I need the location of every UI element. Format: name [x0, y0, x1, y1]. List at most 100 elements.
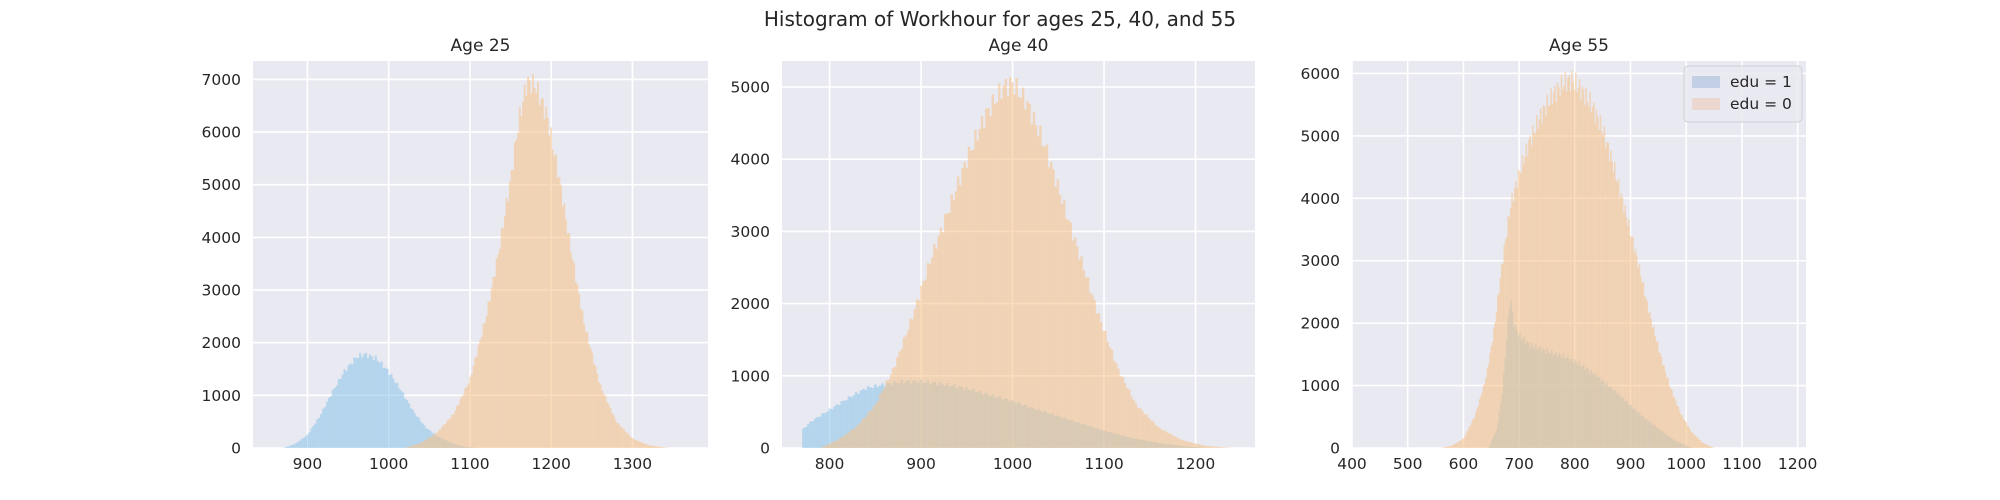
histogram-bar-edu1 [318, 417, 321, 448]
histogram-bar-edu0 [1212, 446, 1216, 448]
histogram-bar-edu0 [1708, 445, 1711, 448]
histogram-bar-edu0 [1511, 193, 1513, 448]
histogram-bar-edu0 [1581, 86, 1584, 448]
histogram-bar-edu1 [835, 404, 839, 448]
histogram-bar-edu0 [1464, 434, 1467, 448]
histogram-bar-edu0 [591, 352, 594, 448]
histogram-bar-edu0 [1515, 181, 1517, 449]
histogram-bar-edu0 [1024, 109, 1027, 448]
histogram-bar-edu0 [1099, 322, 1103, 448]
histogram-bar-edu0 [1591, 106, 1594, 449]
y-tick-label: 2000 [202, 334, 241, 352]
histogram-bar-edu0 [885, 380, 888, 448]
histogram-bar-edu0 [1041, 145, 1044, 448]
histogram-bar-edu0 [1460, 439, 1463, 448]
panel-3: Age 55 400 500 600 700 800 900 1000 1100 1200 0 100… [1301, 36, 1818, 473]
histogram-bar-edu0 [1446, 446, 1448, 448]
histogram-bar-edu0 [1132, 399, 1135, 448]
histogram-bar-edu0 [614, 419, 617, 448]
histogram-bar-edu0 [649, 445, 652, 448]
histogram-bar-edu0 [1542, 105, 1545, 448]
histogram-bar-edu0 [1447, 446, 1450, 448]
histogram-bar-edu0 [515, 139, 518, 449]
legend-swatch [1692, 98, 1720, 110]
histogram-bar-edu0 [1662, 365, 1664, 448]
histogram-bar-edu1 [384, 367, 387, 448]
histogram-bar-edu0 [915, 299, 919, 448]
histogram-bar-edu0 [1130, 396, 1133, 448]
histogram-bar-edu0 [1497, 295, 1499, 448]
histogram-bar-edu0 [1647, 313, 1650, 448]
histogram-bar-edu0 [1521, 154, 1524, 448]
histogram-bar-edu0 [532, 73, 534, 448]
histogram-bar-edu0 [1660, 356, 1663, 448]
histogram-bar-edu0 [1002, 85, 1005, 448]
histogram-bar-edu0 [1177, 438, 1181, 448]
histogram-bar-edu0 [1455, 443, 1457, 448]
histogram-bar-edu0 [1097, 313, 1101, 448]
histogram-bar-edu0 [950, 194, 953, 448]
histogram-bar-edu0 [1193, 443, 1196, 448]
histogram-bar-edu0 [1499, 277, 1502, 448]
histogram-bar-edu1 [312, 425, 315, 448]
histogram-bar-edu1 [314, 423, 317, 448]
histogram-bar-edu0 [1006, 96, 1010, 448]
histogram-bar-edu1 [419, 421, 422, 448]
histogram-bar-edu0 [1664, 371, 1667, 448]
histogram-bar-edu0 [1154, 424, 1157, 448]
histogram-bar-edu0 [1500, 263, 1503, 448]
x-tick-label: 900 [293, 455, 323, 473]
histogram-bar-edu0 [452, 414, 455, 448]
histogram-bar-edu0 [538, 104, 541, 448]
histogram-bar-edu0 [664, 447, 666, 448]
histogram-bar-edu0 [1555, 101, 1558, 449]
histogram-bar-edu0 [428, 437, 430, 448]
histogram-bar-edu0 [1032, 111, 1036, 448]
y-tick-label: 5000 [1301, 127, 1340, 145]
histogram-bar-edu0 [1668, 385, 1671, 448]
histogram-bar-edu1 [302, 437, 305, 448]
histogram-bar-edu0 [1182, 440, 1185, 448]
histogram-bar-edu0 [1628, 219, 1630, 448]
histogram-bar-edu0 [1543, 106, 1546, 449]
histogram-bar-edu0 [472, 365, 475, 448]
histogram-bar-edu0 [611, 413, 614, 448]
histogram-bar-edu0 [985, 108, 988, 449]
y-tick-label: 4000 [731, 151, 770, 169]
histogram-bar-edu0 [1601, 131, 1603, 448]
histogram-bar-edu0 [497, 254, 500, 448]
histogram-bar-edu0 [1186, 441, 1190, 448]
histogram-bar-edu0 [972, 149, 975, 449]
histogram-bar-edu0 [1067, 220, 1070, 448]
histogram-bar-edu0 [1115, 363, 1118, 448]
histogram-bar-edu0 [1145, 414, 1148, 448]
histogram-bar-edu0 [1677, 406, 1680, 448]
histogram-bar-edu1 [394, 382, 397, 448]
histogram-bar-edu0 [1143, 414, 1146, 448]
histogram-bar-edu0 [1526, 155, 1529, 448]
histogram-bar-edu0 [1695, 436, 1698, 448]
histogram-bar-edu0 [411, 445, 414, 448]
histogram-bar-edu0 [566, 233, 569, 448]
histogram-bar-edu0 [563, 203, 566, 448]
histogram-bar-edu0 [1486, 368, 1489, 448]
histogram-bar-edu0 [1516, 188, 1519, 448]
histogram-bar-edu0 [1047, 167, 1051, 448]
histogram-bar-edu0 [1625, 217, 1628, 448]
histogram-bar-edu0 [1597, 116, 1599, 448]
histogram-bar-edu0 [1482, 385, 1485, 448]
histogram-bar-edu0 [959, 185, 962, 449]
histogram-bar-edu0 [1465, 432, 1468, 448]
histogram-bar-edu0 [974, 129, 977, 448]
histogram-bar-edu0 [1563, 86, 1565, 449]
histogram-bar-edu0 [474, 357, 477, 448]
histogram-bar-edu0 [469, 376, 472, 448]
histogram-bar-edu1 [364, 352, 368, 448]
histogram-bar-edu0 [852, 429, 856, 448]
histogram-bar-edu0 [1494, 322, 1496, 448]
histogram-bar-edu0 [1567, 77, 1569, 448]
histogram-bar-edu0 [1711, 447, 1714, 448]
legend-label: edu = 1 [1730, 73, 1792, 91]
histogram-bar-edu1 [802, 428, 805, 448]
histogram-bar-edu0 [1646, 301, 1649, 448]
